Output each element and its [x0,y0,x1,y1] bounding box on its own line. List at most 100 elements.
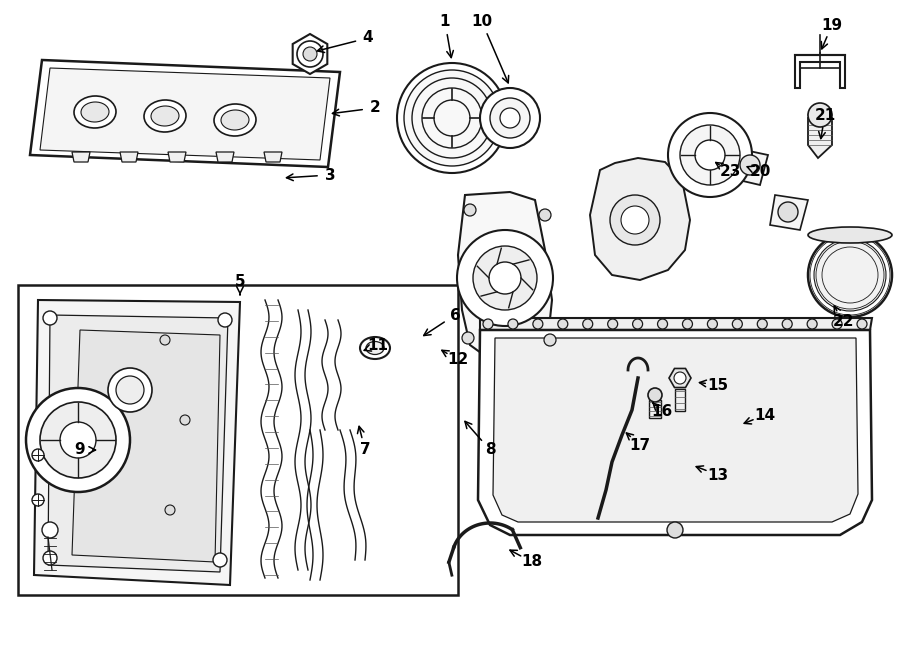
Text: 18: 18 [521,555,543,570]
Circle shape [807,319,817,329]
Circle shape [108,368,152,412]
Circle shape [500,108,520,128]
Circle shape [422,88,482,148]
Circle shape [633,319,643,329]
Polygon shape [458,192,552,362]
Text: 6: 6 [450,307,461,323]
Text: 15: 15 [707,377,729,393]
Circle shape [462,332,474,344]
Text: 5: 5 [235,274,246,290]
Circle shape [610,195,660,245]
Circle shape [473,246,537,310]
Ellipse shape [151,106,179,126]
Circle shape [489,262,521,294]
Circle shape [43,311,57,325]
Text: 8: 8 [485,442,495,457]
Circle shape [490,98,530,138]
Circle shape [674,372,686,384]
Circle shape [160,335,170,345]
Circle shape [544,334,556,346]
Text: 23: 23 [719,165,741,180]
Circle shape [480,88,540,148]
Circle shape [26,388,130,492]
Text: 16: 16 [652,405,672,420]
Text: 4: 4 [363,30,374,46]
Polygon shape [120,152,138,162]
Text: 11: 11 [367,338,389,352]
Text: 7: 7 [360,442,370,457]
Bar [649,400,661,418]
Circle shape [42,522,58,538]
Text: 21: 21 [814,108,835,122]
Circle shape [434,100,470,136]
Circle shape [648,388,662,402]
Circle shape [814,239,886,311]
Circle shape [397,63,507,173]
Ellipse shape [81,102,109,122]
Circle shape [539,209,551,221]
Text: 9: 9 [75,442,86,457]
Circle shape [303,47,317,61]
Circle shape [667,522,683,538]
Circle shape [404,70,500,166]
Polygon shape [168,152,186,162]
Circle shape [621,206,649,234]
Circle shape [218,313,232,327]
Circle shape [682,319,692,329]
Polygon shape [216,152,234,162]
Circle shape [297,41,323,67]
Circle shape [483,319,493,329]
Text: 1: 1 [440,15,450,30]
Bar [18,285,458,595]
Circle shape [582,319,593,329]
Circle shape [558,319,568,329]
Polygon shape [72,152,90,162]
Polygon shape [480,318,872,330]
Text: 12: 12 [447,352,469,368]
Bar [675,389,685,411]
Polygon shape [48,315,228,572]
Ellipse shape [214,104,256,136]
Text: 13: 13 [707,467,729,483]
Circle shape [658,319,668,329]
Circle shape [165,505,175,515]
Circle shape [733,319,742,329]
Circle shape [43,551,57,565]
Circle shape [857,319,867,329]
Polygon shape [730,148,768,185]
Circle shape [32,494,44,506]
Circle shape [412,78,492,158]
Polygon shape [808,118,832,158]
Ellipse shape [144,100,186,132]
Polygon shape [493,338,858,522]
Circle shape [808,233,892,317]
Polygon shape [795,55,845,88]
Circle shape [32,449,44,461]
Text: 3: 3 [325,167,336,182]
Circle shape [60,422,96,458]
Polygon shape [72,330,220,562]
Circle shape [457,230,553,326]
Circle shape [116,376,144,404]
Circle shape [508,319,518,329]
Text: 10: 10 [472,15,492,30]
Ellipse shape [221,110,249,130]
Polygon shape [30,60,340,167]
Polygon shape [40,68,330,160]
Circle shape [533,319,543,329]
Polygon shape [590,158,690,280]
Circle shape [782,319,792,329]
Text: 20: 20 [750,165,770,180]
Circle shape [180,415,190,425]
Polygon shape [34,300,240,585]
Text: 14: 14 [754,407,776,422]
Circle shape [707,319,717,329]
Circle shape [464,204,476,216]
Text: 2: 2 [370,100,381,116]
Circle shape [680,125,740,185]
Polygon shape [264,152,282,162]
Circle shape [40,402,116,478]
Text: 17: 17 [629,438,651,453]
Circle shape [695,140,725,170]
Circle shape [757,319,768,329]
